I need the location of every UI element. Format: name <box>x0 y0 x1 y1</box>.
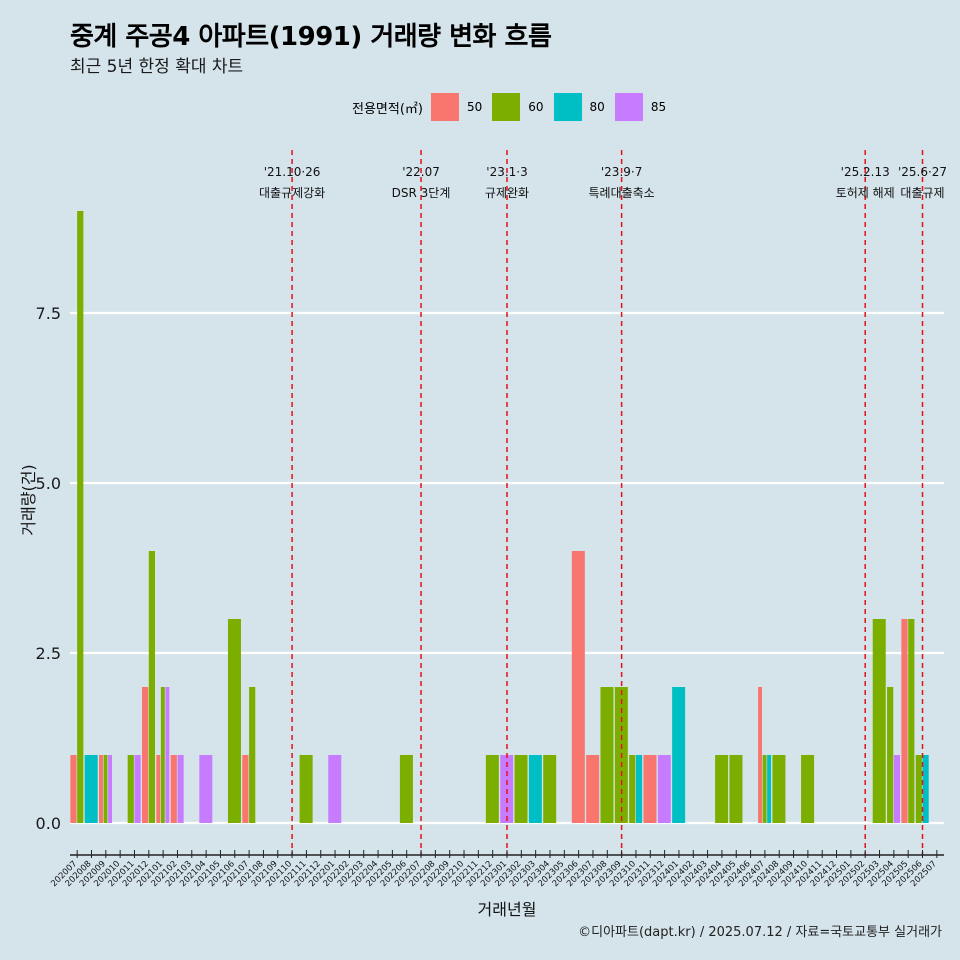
bar-202310-60 <box>629 755 636 823</box>
event-label: 규제완화 <box>485 186 529 200</box>
bar-202303-80 <box>528 755 542 823</box>
bar-202505-50 <box>901 619 908 823</box>
legend-key-85 <box>614 93 643 121</box>
bar-202505-60 <box>908 619 915 823</box>
bar-202310-80 <box>635 755 643 823</box>
y-tick-label: 0.0 <box>36 814 61 833</box>
bar-202401-80 <box>672 687 686 823</box>
bar-202312-85 <box>657 755 671 823</box>
bar-202503-60 <box>872 619 886 823</box>
bar-202011-85 <box>134 755 141 823</box>
legend-item-80: 80 <box>553 93 605 121</box>
bar-202307-50 <box>586 755 600 823</box>
x-axis-title: 거래년월 <box>478 900 537 919</box>
event-date: '21.10·26 <box>264 165 321 179</box>
bar-202405-60 <box>729 755 743 823</box>
bar-202504-60 <box>887 687 894 823</box>
bar-202308-60 <box>600 687 614 823</box>
bar-202102-50 <box>170 755 177 823</box>
bar-202007-50 <box>70 755 77 823</box>
event-label: 토허제 해제 <box>836 186 895 200</box>
bar-202407-60 <box>762 755 767 823</box>
bar-202206-60 <box>399 755 413 823</box>
event-date: '22.07 <box>402 165 440 179</box>
legend-item-50: 50 <box>430 93 483 121</box>
event-date: '25.6·27 <box>898 165 947 179</box>
legend: 전용면적(㎡) 50 60 80 85 <box>352 93 676 121</box>
bar-202012-60 <box>148 551 156 823</box>
legend-item-60: 60 <box>492 93 544 121</box>
bar-202102-85 <box>177 755 184 823</box>
y-tick-label: 7.5 <box>36 304 61 323</box>
bar-202304-60 <box>543 755 557 823</box>
legend-item-85: 85 <box>614 93 667 121</box>
event-date: '25.2.13 <box>841 165 890 179</box>
chart-title: 중계 주공4 아파트(1991) 거래량 변화 흐름 <box>70 22 552 52</box>
bar-202107-60 <box>249 687 256 823</box>
bar-202009-60 <box>103 755 108 823</box>
event-date: '23.9·7 <box>601 165 642 179</box>
bar-202201-85 <box>328 755 342 823</box>
bar-202404-60 <box>715 755 729 823</box>
bar-202008-80 <box>84 755 98 823</box>
bar-202101-50 <box>156 755 161 823</box>
bar-202104-85 <box>199 755 213 823</box>
chart-caption: ©디아파트(dapt.kr) / 2025.07.12 / 자료=국토교통부 실… <box>578 925 942 940</box>
legend-label-80: 80 <box>589 100 605 114</box>
bar-202009-85 <box>108 755 113 823</box>
bar-202011-60 <box>127 755 134 823</box>
bar-202407-80 <box>767 755 772 823</box>
y-tick-label: 2.5 <box>36 644 61 663</box>
legend-key-80 <box>553 93 582 121</box>
bar-202302-60 <box>514 755 528 823</box>
bar-202212-60 <box>485 755 499 823</box>
y-axis-title: 거래량(건) <box>19 464 38 535</box>
bar-202407-50 <box>758 687 763 823</box>
bar-202311-50 <box>643 755 657 823</box>
bar-202012-50 <box>141 687 149 823</box>
bar-202101-85 <box>165 687 170 823</box>
bar-202107-50 <box>242 755 249 823</box>
bar-202506-60 <box>915 755 922 823</box>
bar-202306-50 <box>571 551 585 823</box>
bar-202410-60 <box>801 755 815 823</box>
y-tick-label: 5.0 <box>36 474 61 493</box>
legend-title: 전용면적(㎡) <box>352 101 423 117</box>
bar-202504-85 <box>893 755 901 823</box>
bar-202009-50 <box>99 755 103 823</box>
legend-key-60 <box>492 93 521 121</box>
event-date: '23.1·3 <box>486 165 527 179</box>
event-label: 특례대출축소 <box>588 186 654 200</box>
event-label: 대출규제강화 <box>259 186 325 200</box>
event-label: DSR 3단계 <box>392 186 451 200</box>
chart-subtitle: 최근 5년 한정 확대 차트 <box>70 57 244 77</box>
legend-label-50: 50 <box>466 100 483 114</box>
bar-202506-80 <box>922 755 929 823</box>
event-label: 대출규제 <box>900 186 944 200</box>
bar-202106-60 <box>227 619 241 823</box>
legend-label-60: 60 <box>528 100 544 114</box>
bar-202007-60 <box>77 211 84 823</box>
bar-202408-60 <box>772 755 786 823</box>
legend-key-50 <box>430 93 459 121</box>
bar-202101-60 <box>160 687 165 823</box>
legend-label-85: 85 <box>650 100 667 114</box>
bar-202111-60 <box>299 755 313 823</box>
